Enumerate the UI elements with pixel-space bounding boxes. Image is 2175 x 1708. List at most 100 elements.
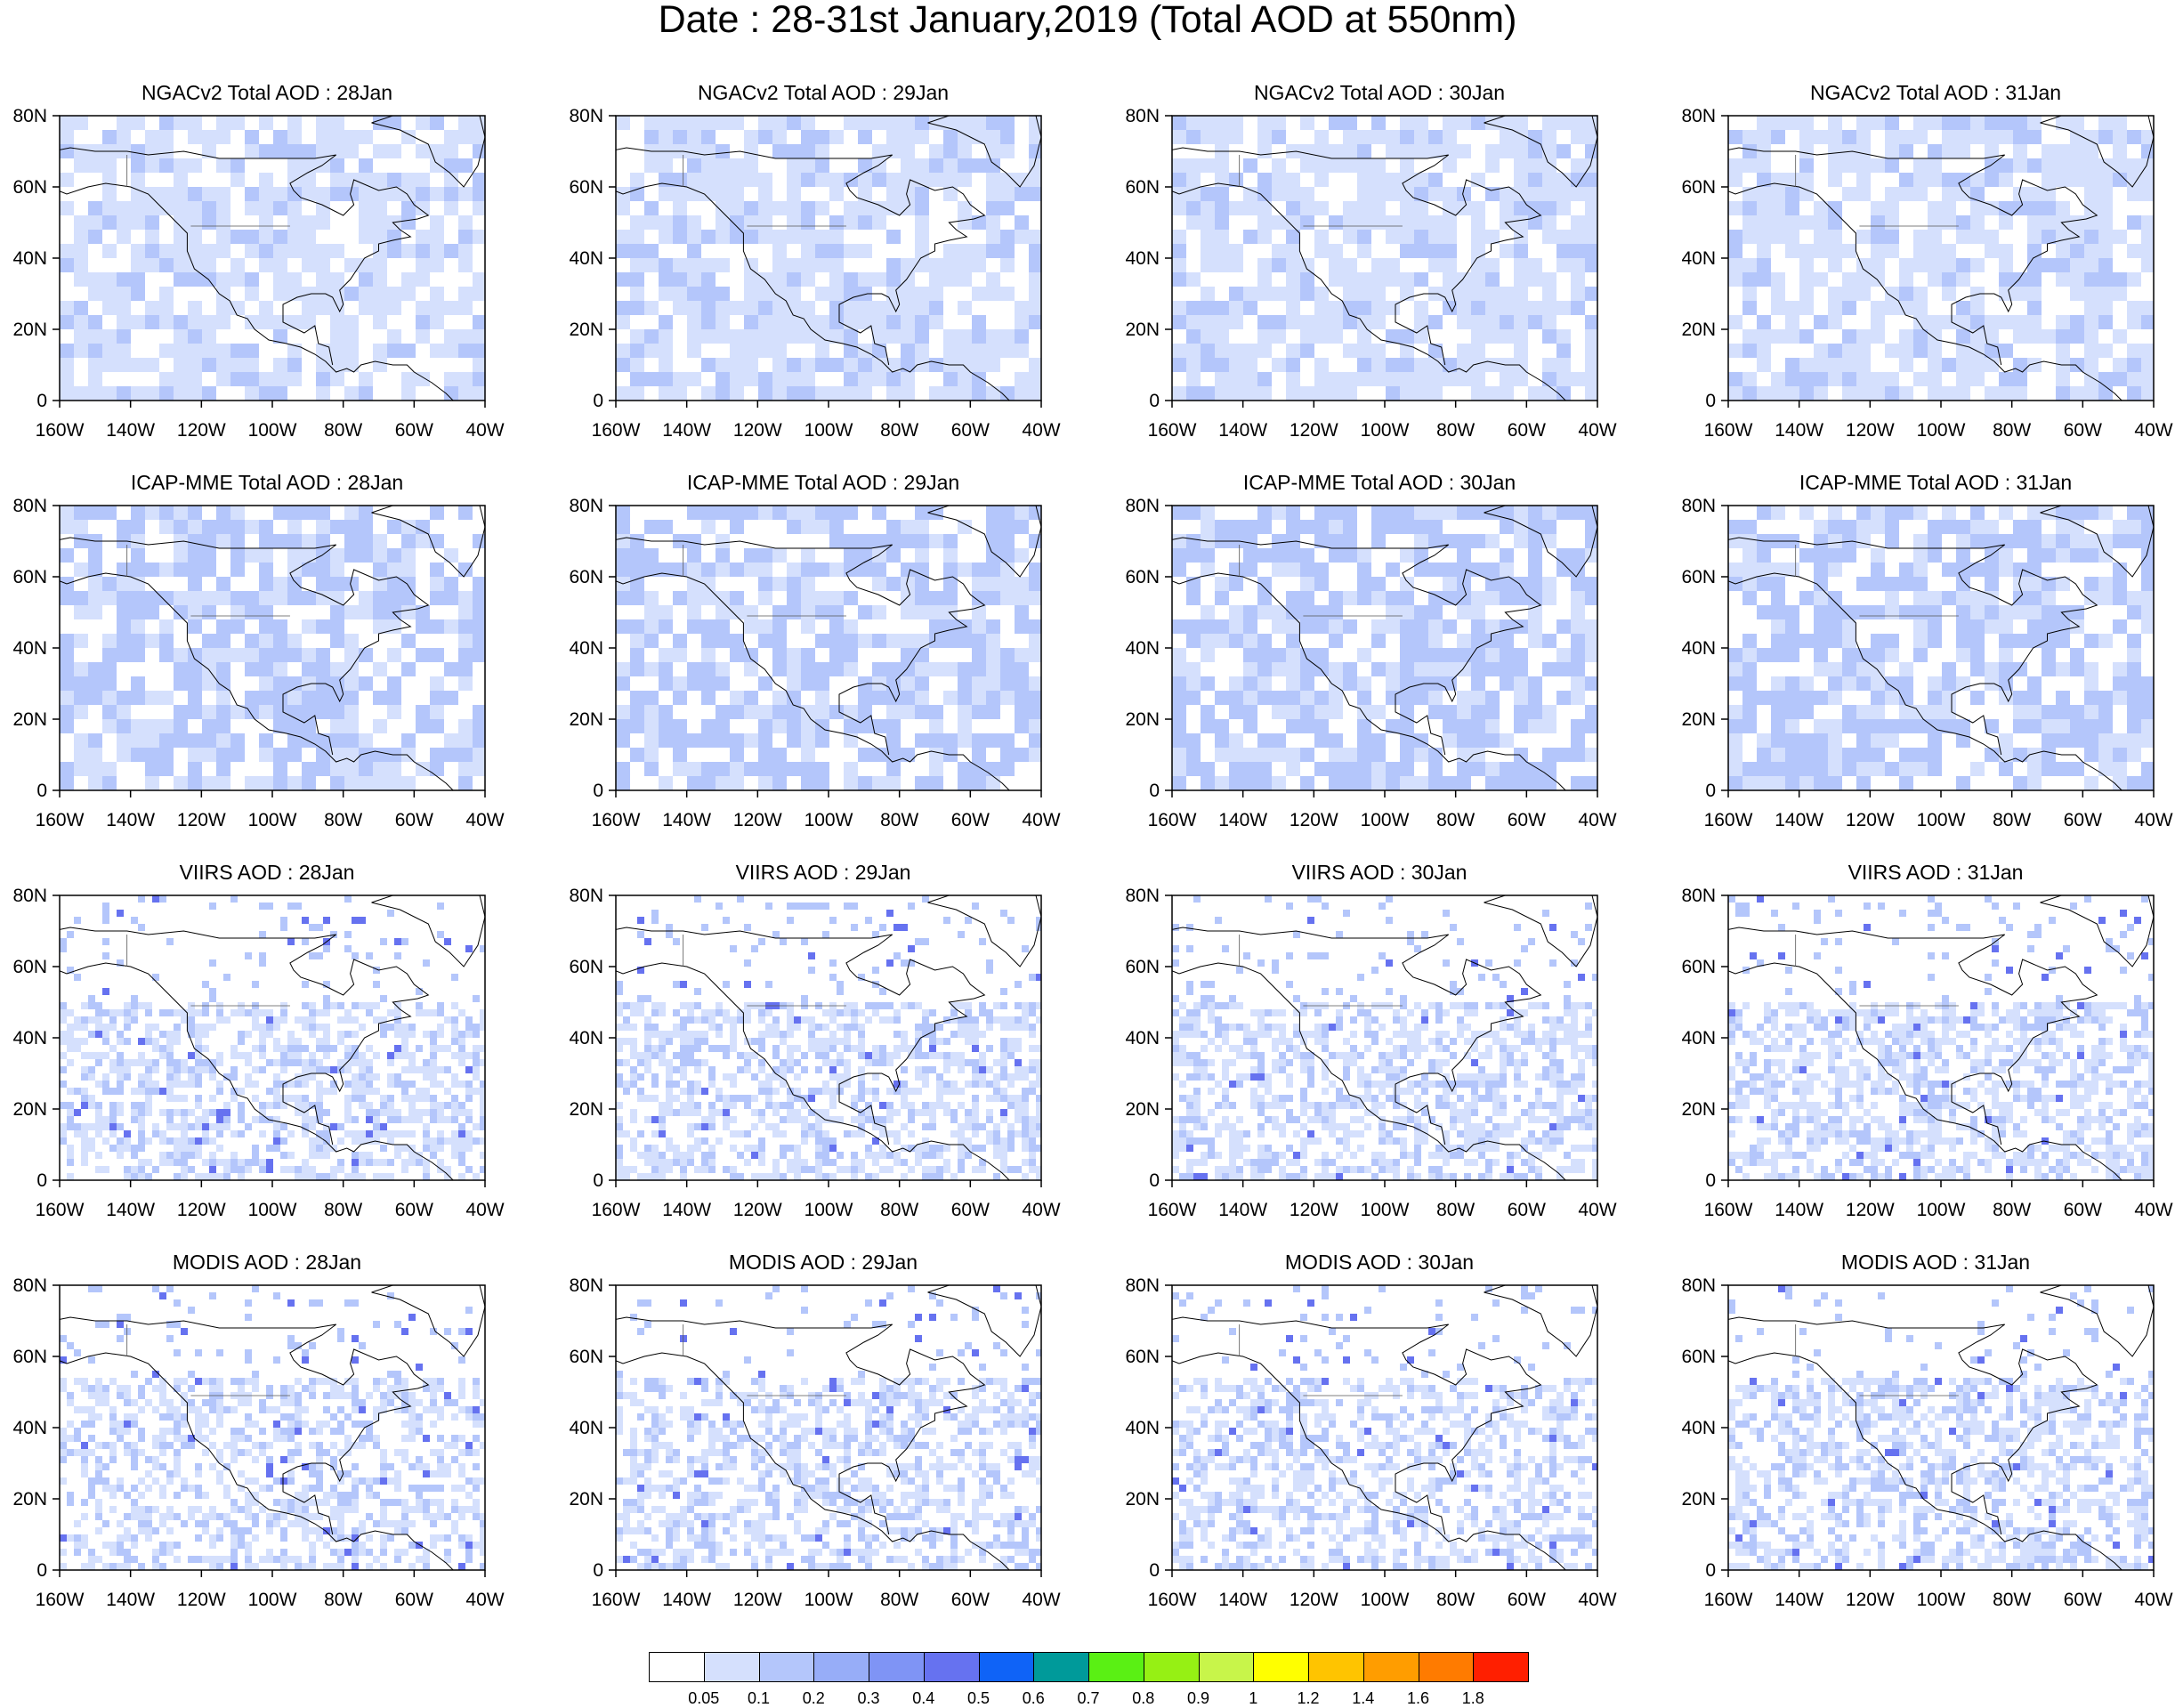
- aod-cell: [159, 1109, 166, 1116]
- aod-cell: [408, 1102, 416, 1109]
- aod-cell: [316, 1066, 323, 1073]
- aod-cell: [145, 372, 159, 386]
- aod-cell: [473, 1073, 480, 1081]
- aod-cell: [644, 187, 659, 201]
- aod-cell: [673, 215, 687, 230]
- aod-cell: [230, 372, 245, 386]
- aod-cell: [458, 1052, 465, 1059]
- aod-cell: [1186, 648, 1201, 662]
- aod-cell: [687, 201, 701, 215]
- aod-cell: [416, 1066, 423, 1073]
- aod-cell: [1022, 1159, 1029, 1166]
- aod-cell: [159, 230, 174, 244]
- aod-cell: [630, 144, 644, 158]
- aod-cell: [1785, 272, 1799, 287]
- aod-cell: [723, 1166, 730, 1173]
- aod-cell: [330, 605, 344, 619]
- aod-cell: [673, 548, 687, 563]
- aod-cell: [886, 648, 901, 662]
- aod-cell: [316, 662, 330, 676]
- aod-cell: [124, 1173, 131, 1180]
- aod-cell: [1007, 1081, 1015, 1088]
- aod-cell: [616, 215, 630, 230]
- aod-cell: [138, 1088, 145, 1095]
- y-tick-label: 80N: [1125, 496, 1160, 516]
- aod-cell: [1999, 201, 2013, 215]
- aod-cell: [166, 1081, 174, 1088]
- aod-cell: [1514, 719, 1528, 733]
- aod-cell: [958, 187, 972, 201]
- aod-cell: [131, 1002, 138, 1009]
- aod-cell: [1314, 634, 1329, 648]
- aod-cell: [159, 1045, 166, 1052]
- aod-cell: [844, 258, 858, 272]
- aod-cell: [230, 244, 245, 258]
- aod-cell: [730, 244, 744, 258]
- aod-cell: [687, 619, 701, 634]
- aod-cell: [2113, 272, 2127, 287]
- aod-cell: [1542, 733, 1556, 748]
- aod-cell: [188, 1066, 195, 1073]
- aod-cell: [644, 1095, 651, 1102]
- aod-cell: [687, 691, 701, 705]
- aod-cell: [644, 244, 659, 258]
- aod-cell: [316, 648, 330, 662]
- aod-cell: [287, 938, 295, 945]
- aod-cell: [943, 1059, 950, 1066]
- aod-cell: [1542, 329, 1556, 344]
- aod-cell: [1842, 215, 1856, 230]
- aod-cell: [659, 201, 673, 215]
- aod-cell: [829, 776, 844, 790]
- aod-cell: [266, 1031, 273, 1038]
- aod-cell: [202, 386, 216, 401]
- aod-cell: [623, 1038, 630, 1045]
- aod-cell: [259, 358, 273, 372]
- aod-cell: [152, 1038, 159, 1045]
- aod-cell: [1272, 301, 1286, 315]
- aod-cell: [758, 372, 772, 386]
- aod-cell: [117, 386, 131, 401]
- aod-cell: [1514, 244, 1528, 258]
- aod-cell: [858, 130, 872, 144]
- aod-cell: [316, 924, 323, 931]
- aod-cell: [772, 1073, 780, 1081]
- aod-cell: [965, 1016, 972, 1024]
- aod-cell: [245, 1009, 252, 1016]
- aod-cell: [972, 1073, 979, 1081]
- aod-cell: [1036, 1073, 1043, 1081]
- aod-cell: [730, 634, 744, 648]
- aod-cell: [815, 301, 829, 315]
- aod-cell: [1343, 648, 1357, 662]
- aod-cell: [758, 386, 772, 401]
- aod-cell: [872, 762, 886, 776]
- aod-cell: [359, 1095, 366, 1102]
- aod-cell: [630, 762, 644, 776]
- aod-cell: [359, 676, 373, 691]
- aod-cell: [858, 748, 872, 762]
- aod-cell: [801, 648, 815, 662]
- aod-cell: [465, 1052, 473, 1059]
- aod-cell: [815, 534, 829, 548]
- aod-cell: [60, 215, 74, 230]
- aod-cell: [1771, 315, 1785, 329]
- aod-cell: [152, 1059, 159, 1066]
- aod-cell: [359, 506, 373, 520]
- aod-cell: [2084, 733, 2098, 748]
- aod-cell: [687, 1002, 694, 1009]
- aod-cell: [1386, 244, 1400, 258]
- aod-cell: [1799, 315, 1814, 329]
- aod-cell: [2127, 619, 2141, 634]
- aod-cell: [209, 1095, 216, 1102]
- aod-cell: [458, 358, 473, 372]
- aod-cell: [252, 1152, 259, 1159]
- aod-cell: [458, 344, 473, 358]
- aod-cell: [993, 1016, 1000, 1024]
- aod-cell: [458, 272, 473, 287]
- aod-cell: [1329, 719, 1343, 733]
- aod-cell: [865, 1152, 872, 1159]
- aod-cell: [74, 506, 88, 520]
- aod-cell: [758, 605, 772, 619]
- aod-cell: [1229, 591, 1243, 605]
- aod-cell: [1842, 116, 1856, 130]
- aod-cell: [295, 1095, 302, 1102]
